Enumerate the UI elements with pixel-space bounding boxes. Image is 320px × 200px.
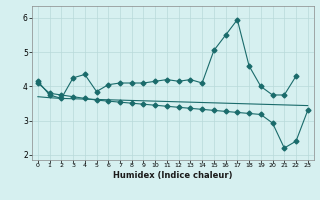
X-axis label: Humidex (Indice chaleur): Humidex (Indice chaleur) <box>113 171 233 180</box>
